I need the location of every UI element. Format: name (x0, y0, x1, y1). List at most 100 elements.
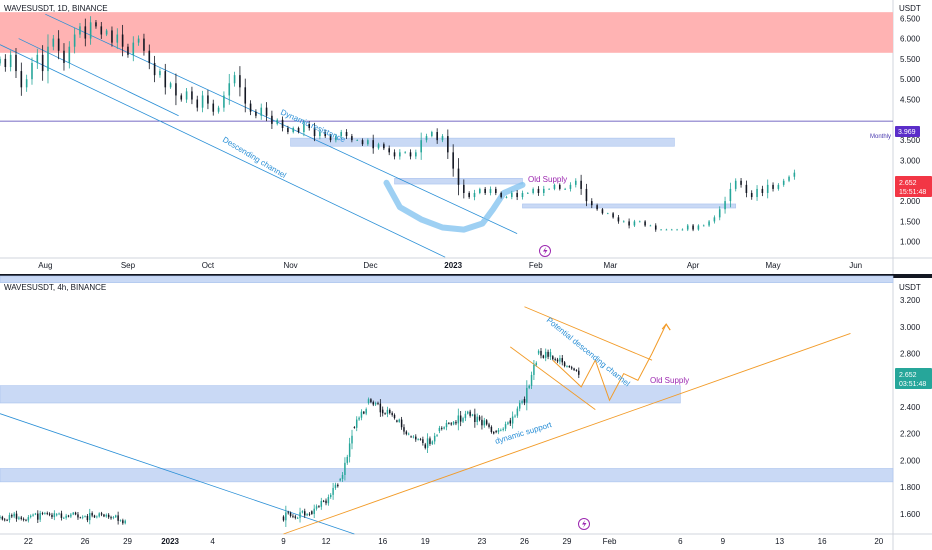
price-tick-label: 2.400 (900, 403, 921, 412)
candle-body (339, 478, 341, 481)
time-tick-label: 26 (520, 537, 529, 546)
candle-body (297, 127, 300, 133)
candle-body (100, 26, 103, 35)
demand-zone[interactable] (522, 203, 737, 209)
demand-zone[interactable] (0, 275, 894, 283)
flash-icon[interactable] (539, 245, 551, 257)
descending-trendline[interactable] (0, 413, 355, 535)
candle-body (489, 188, 492, 193)
candle-body (18, 517, 20, 519)
candle-body (561, 358, 564, 363)
supply-zone[interactable] (0, 12, 893, 53)
projected-path[interactable] (552, 323, 667, 402)
potential-channel-lower[interactable] (510, 346, 596, 411)
demand-zone[interactable] (0, 385, 681, 404)
cup-pattern-outline[interactable] (383, 179, 526, 233)
candle-body (559, 358, 561, 362)
candle-body (370, 399, 372, 403)
candle-body (313, 508, 315, 514)
candle-body (15, 513, 18, 519)
candle-body (474, 414, 476, 422)
candle-body (117, 515, 119, 521)
candle-body (111, 30, 113, 43)
channel-mid-line[interactable] (18, 38, 179, 117)
time-tick-label: 23 (477, 537, 486, 546)
candle-body (415, 436, 417, 440)
time-tick-label: 20 (874, 537, 883, 546)
price-tick-label: 1.600 (900, 510, 921, 519)
time-tick-label: 6 (678, 537, 683, 546)
channel-upper-line[interactable] (45, 13, 518, 234)
candle-body (196, 99, 199, 108)
demand-zone[interactable] (0, 468, 894, 483)
time-tick-label: Nov (283, 261, 297, 270)
dynamic-support-line[interactable] (283, 333, 851, 535)
candle-body (20, 71, 23, 88)
candle-body (164, 71, 167, 88)
candle-body (612, 213, 614, 218)
time-tick-label: 2023 (161, 537, 179, 546)
time-tick-label: 16 (818, 537, 827, 546)
candle-body (89, 22, 92, 39)
candle-body (340, 132, 343, 137)
candle-body (457, 168, 460, 185)
candle-body (322, 500, 325, 502)
candle-body (93, 515, 96, 518)
channel-lower-line[interactable] (0, 44, 446, 258)
candle-body (52, 38, 55, 47)
candle-body (596, 205, 598, 210)
candle-body (72, 512, 74, 515)
candle-body (724, 201, 726, 210)
potential-channel-upper[interactable] (524, 306, 653, 361)
candle-body (516, 192, 518, 198)
candle-body (500, 192, 502, 198)
candle-body (84, 515, 86, 517)
demand-zone[interactable] (290, 137, 675, 147)
candle-body (438, 427, 441, 432)
candle-body (492, 432, 495, 434)
candle-body (462, 418, 464, 422)
candle-body (29, 515, 32, 518)
candle-body (697, 225, 700, 230)
candle-body (304, 511, 306, 516)
candle-body (276, 119, 279, 124)
candle-body (51, 514, 53, 518)
time-tick-label: 19 (421, 537, 430, 546)
candle-body (96, 516, 98, 518)
candle-body (457, 415, 460, 424)
top-monthly-tag: 3.969 (895, 126, 920, 137)
candle-body (239, 75, 241, 88)
candle-body (103, 514, 105, 517)
candle-body (568, 365, 571, 368)
candle-body (426, 438, 429, 448)
price-tick-label: 1.500 (900, 217, 921, 226)
flash-icon[interactable] (578, 518, 590, 530)
candle-body (175, 83, 177, 96)
candle-body (403, 427, 405, 432)
candle-body (566, 365, 568, 367)
candle-body (443, 427, 445, 429)
candle-body (361, 140, 364, 145)
candle-body (285, 512, 287, 521)
candle-body (436, 435, 438, 436)
candle-body (585, 188, 588, 202)
candle-body (734, 180, 737, 189)
candle-body (782, 180, 785, 185)
candle-body (287, 127, 289, 133)
price-tick-label: 2.000 (900, 456, 921, 465)
candle-body (53, 513, 56, 518)
candle-body (425, 136, 428, 141)
time-tick-label: Oct (202, 261, 215, 270)
time-tick-label: 16 (378, 537, 387, 546)
candle-body (327, 497, 330, 504)
candle-body (537, 188, 540, 193)
candle-body (8, 515, 11, 521)
candle-body (25, 79, 28, 88)
candle-body (542, 355, 545, 358)
price-tick-label: 1.800 (900, 483, 921, 492)
candle-body (420, 140, 422, 153)
candle-body (533, 364, 535, 375)
candle-body (433, 435, 436, 442)
candle-body (558, 184, 561, 189)
